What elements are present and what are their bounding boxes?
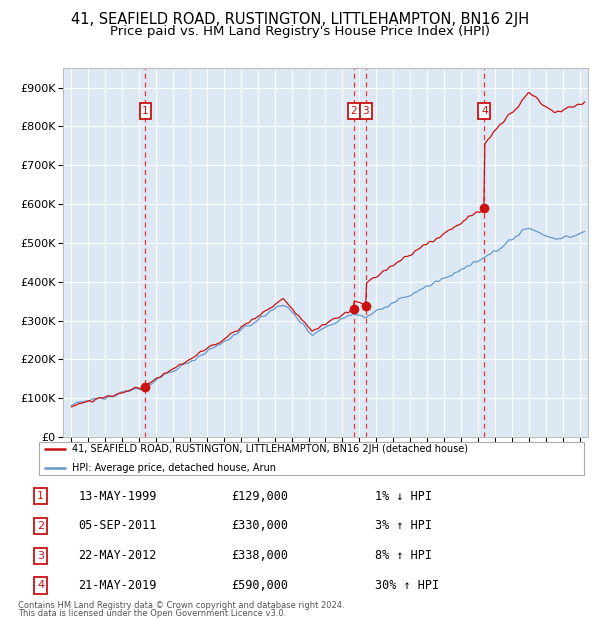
- Text: 21-MAY-2019: 21-MAY-2019: [78, 579, 157, 592]
- FancyBboxPatch shape: [39, 441, 584, 475]
- Text: 8% ↑ HPI: 8% ↑ HPI: [375, 549, 432, 562]
- Text: 2: 2: [37, 521, 44, 531]
- Text: 2: 2: [350, 106, 357, 116]
- Text: 3: 3: [362, 106, 369, 116]
- Text: £330,000: £330,000: [231, 520, 288, 533]
- Text: 4: 4: [481, 106, 488, 116]
- Text: 30% ↑ HPI: 30% ↑ HPI: [375, 579, 439, 592]
- Text: 13-MAY-1999: 13-MAY-1999: [78, 490, 157, 503]
- Text: 22-MAY-2012: 22-MAY-2012: [78, 549, 157, 562]
- Text: 41, SEAFIELD ROAD, RUSTINGTON, LITTLEHAMPTON, BN16 2JH (detached house): 41, SEAFIELD ROAD, RUSTINGTON, LITTLEHAM…: [72, 444, 468, 454]
- Text: Price paid vs. HM Land Registry's House Price Index (HPI): Price paid vs. HM Land Registry's House …: [110, 25, 490, 38]
- Text: 1: 1: [142, 106, 149, 116]
- Text: 3: 3: [37, 551, 44, 560]
- Text: £129,000: £129,000: [231, 490, 288, 503]
- Text: £590,000: £590,000: [231, 579, 288, 592]
- Text: HPI: Average price, detached house, Arun: HPI: Average price, detached house, Arun: [72, 463, 276, 473]
- Text: 4: 4: [37, 580, 44, 590]
- Text: 05-SEP-2011: 05-SEP-2011: [78, 520, 157, 533]
- Text: 1: 1: [37, 491, 44, 501]
- Text: £338,000: £338,000: [231, 549, 288, 562]
- Text: 1% ↓ HPI: 1% ↓ HPI: [375, 490, 432, 503]
- Text: Contains HM Land Registry data © Crown copyright and database right 2024.: Contains HM Land Registry data © Crown c…: [18, 601, 344, 610]
- Text: 3% ↑ HPI: 3% ↑ HPI: [375, 520, 432, 533]
- Text: 41, SEAFIELD ROAD, RUSTINGTON, LITTLEHAMPTON, BN16 2JH: 41, SEAFIELD ROAD, RUSTINGTON, LITTLEHAM…: [71, 12, 529, 27]
- Text: This data is licensed under the Open Government Licence v3.0.: This data is licensed under the Open Gov…: [18, 609, 286, 618]
